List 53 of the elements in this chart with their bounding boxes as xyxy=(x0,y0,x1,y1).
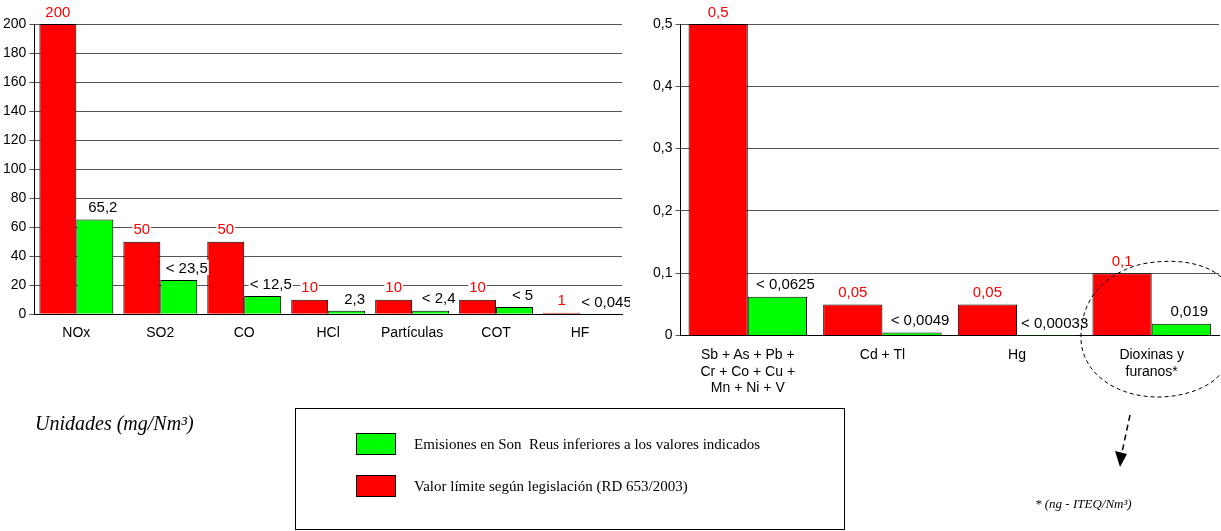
x-tick-label: Cd + Tl xyxy=(859,345,906,362)
y-tick-label: 0,5 xyxy=(652,14,673,31)
y-tick-label: 0 xyxy=(664,326,673,343)
data-label: 10 xyxy=(301,278,319,296)
x-tick-label: HF xyxy=(570,324,590,341)
data-label: 0,5 xyxy=(707,2,729,20)
y-tick-label: 40 xyxy=(10,247,27,264)
data-label: 0,019 xyxy=(1170,302,1209,320)
y-tick-label: 160 xyxy=(3,72,27,89)
data-label: < 0,0049 xyxy=(890,311,950,329)
x-tick-label: Partículas xyxy=(381,324,444,341)
data-label: 50 xyxy=(133,220,151,238)
y-tick-label: 0,3 xyxy=(652,139,673,156)
data-label: 200 xyxy=(45,2,71,20)
x-tick-label: HCl xyxy=(316,324,340,341)
data-label: < 2,4 xyxy=(421,289,456,307)
y-tick-label: 0,2 xyxy=(652,201,673,218)
data-label: 2,3 xyxy=(344,289,366,307)
x-tick-label: Hg xyxy=(1008,345,1026,362)
legend-label: Emisiones en Son Reus inferiores a los valores indicados xyxy=(414,435,761,453)
y-tick-label: 100 xyxy=(3,159,27,176)
x-tick-label: NOx xyxy=(62,324,91,341)
text: Unidades (mg/Nm³) xyxy=(35,412,194,435)
y-tick-label: 200 xyxy=(3,14,27,31)
x-tick-label: CO xyxy=(233,324,255,341)
data-label: < 5 xyxy=(511,285,534,303)
y-tick-label: 180 xyxy=(3,43,27,60)
data-label: 10 xyxy=(385,278,402,296)
data-label: < 23,5 xyxy=(165,258,208,276)
data-label: 0,05 xyxy=(972,283,1003,301)
x-tick-label: COT xyxy=(481,324,512,341)
y-tick-label: 120 xyxy=(3,130,27,147)
data-label: 0,1 xyxy=(1111,251,1133,269)
x-tick-label: SO2 xyxy=(146,324,175,341)
data-label: 0,05 xyxy=(838,283,868,301)
y-tick-label: 140 xyxy=(3,101,27,118)
data-label: 10 xyxy=(469,278,486,296)
x-tick-label: Sb + As + Pb + Cr + Co + Cu + Mn + Ni + V xyxy=(700,345,796,396)
y-tick-label: 0,4 xyxy=(652,77,673,94)
y-tick-label: 0 xyxy=(18,305,27,322)
data-label: < 0,00033 xyxy=(1021,314,1089,332)
data-label: 1 xyxy=(557,291,566,309)
data-label: 50 xyxy=(217,220,235,238)
data-label: 65,2 xyxy=(88,198,118,216)
legend-label: Valor límite según legislación (RD 653/2003) xyxy=(414,477,688,495)
data-label: < 0,0625 xyxy=(755,275,815,293)
y-tick-label: 0,1 xyxy=(652,264,673,281)
x-tick-label: Dioxinas y furanos* xyxy=(1119,345,1184,379)
y-tick-label: 80 xyxy=(10,188,27,205)
text: * (ng - ITEQ/Nm³) xyxy=(1035,496,1132,512)
y-tick-label: 20 xyxy=(10,276,27,293)
data-label: < 12,5 xyxy=(249,274,292,292)
y-tick-label: 60 xyxy=(10,218,27,234)
